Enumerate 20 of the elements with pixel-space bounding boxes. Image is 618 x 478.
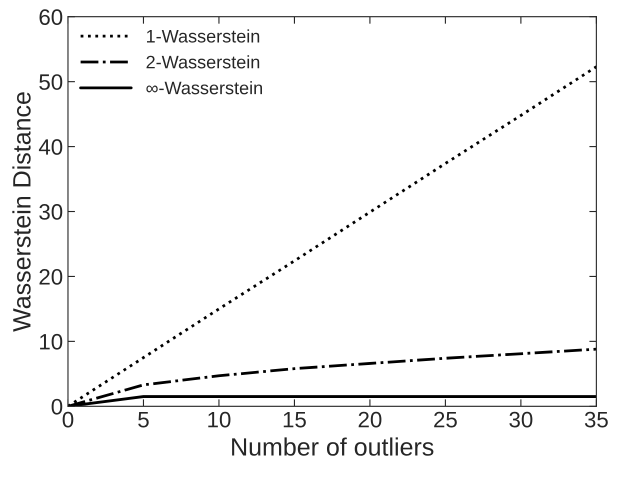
legend-label: 1-Wasserstein [146,29,260,43]
x-tick-label: 35 [584,412,608,428]
y-tick-label: 50 [39,74,62,90]
y-tick-label: 60 [40,9,62,25]
y-tick-label: 20 [40,268,62,285]
legend-label: ∞-Wasserstein [146,81,262,94]
y-tick-label: 30 [39,204,62,220]
x-tick-label: 10 [208,412,230,428]
y-tick-label: 40 [38,139,62,155]
x-tick-label: 0 [62,412,74,428]
legend-label: 2-Wasserstein [146,55,260,68]
x-axis-title: Number of outliers [232,437,434,456]
y-axis-title: Wasserstein Distance [12,92,31,332]
y-tick-label: 0 [52,398,62,415]
x-tick-label: 25 [434,412,457,428]
x-tick-label: 15 [284,412,306,428]
x-tick-label: 5 [138,412,149,428]
x-tick-label: 20 [358,412,382,428]
y-tick-label: 10 [40,334,62,350]
x-tick-label: 30 [509,412,532,428]
